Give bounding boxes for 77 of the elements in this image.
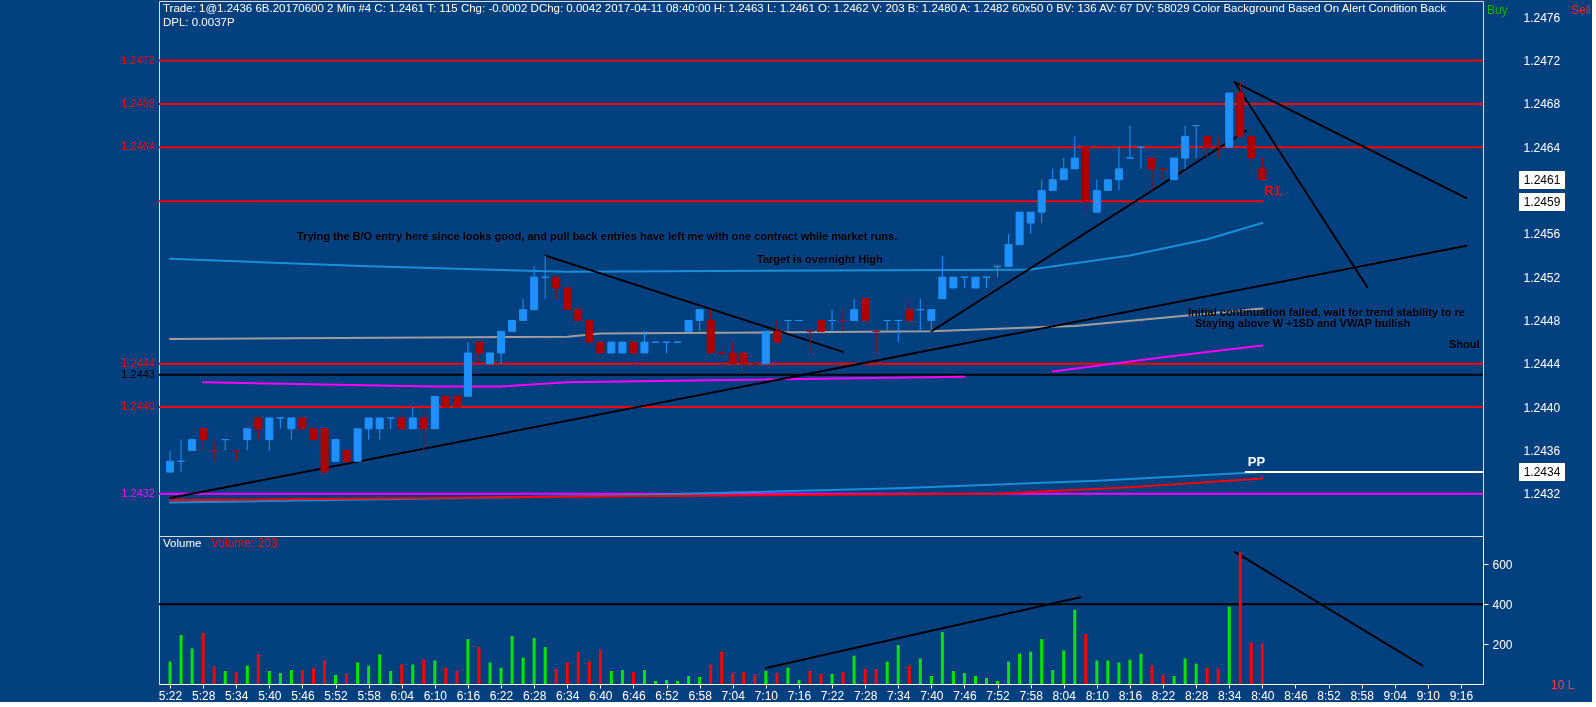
y-tick-label: 1.2440 — [1523, 400, 1561, 415]
x-tick-label: 5:46 — [291, 688, 315, 703]
x-tick-label: 6:04 — [390, 688, 415, 703]
x-tick-label: 7:04 — [721, 688, 746, 703]
x-tick-label: 6:40 — [589, 688, 613, 703]
x-tick-label: 6:10 — [423, 688, 448, 703]
x-tick-label: 7:40 — [920, 688, 944, 703]
y-tick-label: 400 — [1492, 597, 1513, 612]
y-tick-label: 1.2432 — [1523, 487, 1561, 502]
x-tick-label: 7:34 — [887, 688, 911, 703]
chart-title: Volume — [163, 537, 202, 549]
x-tick-label: 8:04 — [1052, 688, 1077, 703]
x-tick-label: 6:34 — [556, 688, 580, 703]
x-tick-label: 7:46 — [953, 688, 977, 703]
text: 10 L — [1551, 678, 1575, 692]
x-tick-label: 5:52 — [324, 688, 349, 703]
x-tick-label: 9:10 — [1416, 688, 1441, 703]
x-tick-label: 8:34 — [1218, 688, 1242, 703]
x-tick-label: 9:16 — [1449, 688, 1474, 703]
y-tick-label: 200 — [1492, 637, 1513, 652]
ref-line-label: 1.2443 — [121, 367, 155, 380]
ref-line-label: 1.2440 — [121, 400, 155, 413]
y-tick-label: 1.2464 — [1523, 140, 1561, 155]
x-tick-label: 8:46 — [1284, 688, 1308, 703]
annotation: Shoul — [1449, 338, 1480, 350]
y-tick-label: 1.2444 — [1523, 357, 1561, 372]
text: 1.2459 — [1523, 195, 1561, 209]
text: 1.2461 — [1523, 173, 1561, 187]
y-tick-label: 1.2436 — [1523, 443, 1561, 458]
y-tick-label: 1.2448 — [1523, 313, 1561, 328]
y-tick-label: 1.2452 — [1523, 270, 1561, 285]
y-tick-label: 1.2468 — [1523, 97, 1561, 112]
chart-title: Trade: 1@1.2436 6B.20170600 2 Min #4 C: 1.2461 T: 115 Chg: -0.0002 DChg: 0.0042 2017-04-11 08:40:00 H: 1.2463 L: 1.2461 O: 1.2462 V: 203 B: 1.2480 A: 1.2482 60x50 0 BV: 136 AV: 67 DV: 58029 Color Background Based On Alert Condition Back — [163, 2, 1447, 14]
x-tick-label: 8:22 — [1151, 688, 1176, 703]
x-tick-label: 5:58 — [357, 688, 382, 703]
x-tick-label: 8:52 — [1317, 688, 1342, 703]
ref-line-label: 1.2472 — [121, 53, 155, 66]
ref-line-label: 1.2444 — [121, 356, 155, 369]
x-tick-label: 7:28 — [853, 688, 878, 703]
ref-line-label: 1.2432 — [121, 486, 155, 499]
annotation: Target is overnight High — [757, 253, 883, 265]
series-label: R1 — [1264, 183, 1281, 199]
x-tick-label: 6:46 — [622, 688, 646, 703]
annotation: Volume: 203 — [211, 536, 279, 550]
x-tick-label: 7:16 — [787, 688, 812, 703]
x-tick-label: 5:22 — [158, 688, 183, 703]
text: Sell — [1571, 3, 1592, 17]
y-tick-label: 600 — [1492, 557, 1513, 572]
x-tick-label: 8:28 — [1184, 688, 1209, 703]
x-tick-label: 6:58 — [688, 688, 713, 703]
x-tick-label: 7:22 — [820, 688, 845, 703]
text: 1.2434 — [1523, 465, 1561, 479]
x-tick-label: 5:28 — [191, 688, 216, 703]
x-tick-label: 6:16 — [456, 688, 481, 703]
ref-line-label: 1.2468 — [121, 96, 155, 109]
annotation: Trying the B/O entry here since looks good, and pull back entries have left me with one contract while market runs. — [297, 230, 898, 242]
x-tick-label: 5:34 — [225, 688, 249, 703]
x-tick-label: 7:10 — [754, 688, 779, 703]
y-tick-label: 1.2472 — [1523, 54, 1561, 69]
x-tick-label: 8:40 — [1251, 688, 1275, 703]
ref-line-label: 1.2464 — [121, 140, 155, 153]
y-tick-label: 1.2456 — [1523, 227, 1561, 242]
x-tick-label: 7:52 — [986, 688, 1011, 703]
x-tick-label: 6:22 — [489, 688, 514, 703]
x-tick-label: 8:16 — [1118, 688, 1143, 703]
x-tick-label: 5:40 — [258, 688, 282, 703]
annotation: Staying above W +1SD and VWAP bullish — [1195, 317, 1411, 329]
series-label: PP — [1247, 454, 1266, 470]
x-tick-label: 8:58 — [1350, 688, 1375, 703]
text: Buy — [1487, 3, 1508, 17]
x-tick-label: 8:10 — [1085, 688, 1110, 703]
y-tick-label: 1.2476 — [1523, 10, 1561, 25]
x-tick-label: 9:04 — [1383, 688, 1408, 703]
text: DPL: 0.0037P — [163, 16, 235, 28]
x-tick-label: 6:28 — [522, 688, 547, 703]
x-tick-label: 6:52 — [655, 688, 680, 703]
x-tick-label: 7:58 — [1019, 688, 1044, 703]
